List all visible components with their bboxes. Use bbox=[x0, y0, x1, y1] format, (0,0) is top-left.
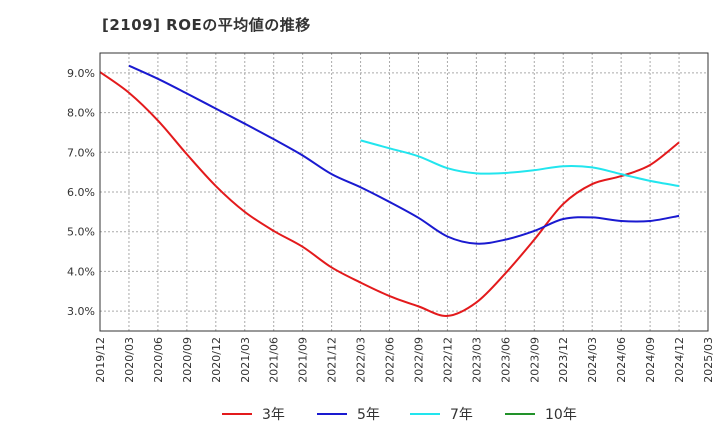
legend-label: 10年 bbox=[545, 407, 577, 423]
plot-area bbox=[99, 52, 709, 332]
y-tick-label: 7.0% bbox=[67, 146, 95, 159]
y-tick-label: 3.0% bbox=[67, 305, 95, 318]
x-tick-label: 2025/03 bbox=[702, 337, 715, 383]
x-tick-label: 2021/06 bbox=[268, 337, 281, 383]
legend: 3年 5年 7年 10年 bbox=[222, 407, 577, 423]
legend-label: 7年 bbox=[450, 407, 473, 423]
x-tick-label: 2022/12 bbox=[441, 337, 454, 383]
series-line bbox=[99, 71, 680, 317]
y-tick-label: 6.0% bbox=[67, 186, 95, 199]
x-tick-label: 2020/06 bbox=[152, 337, 165, 383]
x-tick-label: 2021/03 bbox=[239, 337, 252, 383]
x-tick-label: 2020/12 bbox=[210, 337, 223, 383]
x-tick-label: 2024/09 bbox=[644, 337, 657, 383]
series-line bbox=[360, 139, 680, 188]
x-tick-label: 2021/09 bbox=[297, 337, 310, 383]
y-axis-ticks: 3.0% 4.0% 5.0% 6.0% 7.0% 8.0% 9.0% bbox=[67, 67, 95, 318]
x-tick-label: 2023/03 bbox=[470, 337, 483, 383]
chart-title: [2109] ROEの平均値の推移 bbox=[102, 16, 311, 34]
x-tick-label: 2023/09 bbox=[528, 337, 541, 383]
y-tick-label: 9.0% bbox=[67, 67, 95, 80]
x-tick-label: 2023/06 bbox=[499, 337, 512, 383]
x-tick-label: 2023/12 bbox=[557, 337, 570, 383]
x-tick-label: 2022/03 bbox=[355, 337, 368, 383]
series-lines bbox=[99, 64, 680, 317]
x-tick-label: 2020/03 bbox=[123, 337, 136, 383]
legend-label: 3年 bbox=[262, 407, 285, 423]
x-tick-label: 2024/03 bbox=[586, 337, 599, 383]
y-tick-label: 8.0% bbox=[67, 107, 95, 120]
x-tick-label: 2021/12 bbox=[326, 337, 339, 383]
y-tick-label: 5.0% bbox=[67, 226, 95, 239]
x-tick-label: 2024/06 bbox=[615, 337, 628, 383]
x-tick-label: 2022/09 bbox=[412, 337, 425, 383]
x-tick-label: 2022/06 bbox=[384, 337, 397, 383]
x-tick-label: 2019/12 bbox=[94, 337, 107, 383]
series-line bbox=[128, 64, 680, 245]
y-tick-label: 4.0% bbox=[67, 265, 95, 278]
x-tick-label: 2024/12 bbox=[673, 337, 686, 383]
grid-lines bbox=[99, 53, 709, 331]
x-axis-ticks: 2019/12 2020/03 2020/06 2020/09 2020/12 2021/… bbox=[94, 337, 715, 383]
x-tick-label: 2020/09 bbox=[181, 337, 194, 383]
legend-label: 5年 bbox=[357, 407, 380, 423]
